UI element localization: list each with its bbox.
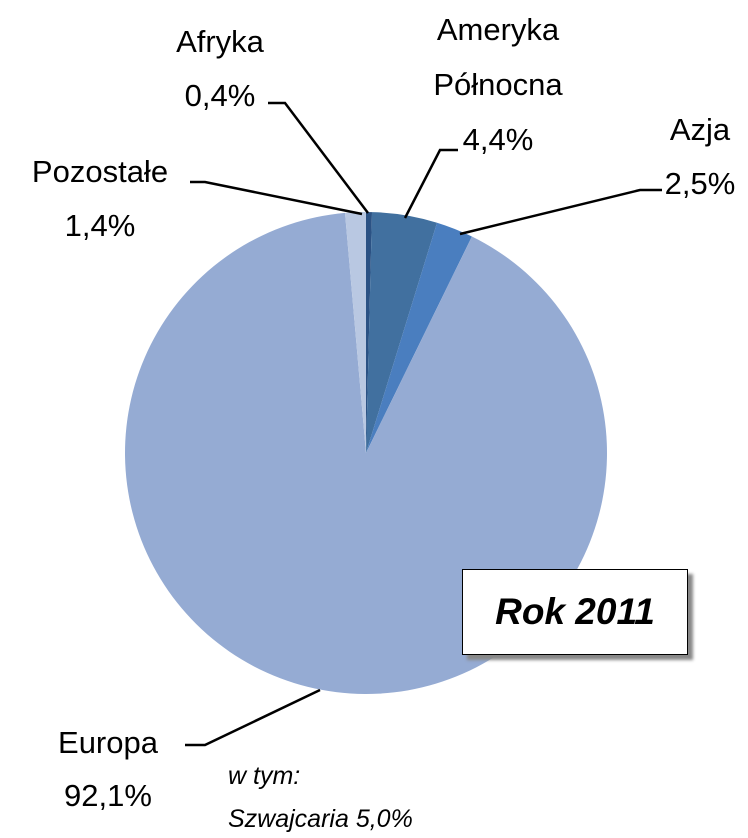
pie-slice — [344, 212, 366, 453]
value-label: 0,4% — [184, 78, 256, 113]
note: w tym: — [228, 762, 301, 790]
value-label: 4,4% — [462, 122, 534, 157]
slice-label: Pozostałe — [31, 154, 169, 189]
value-label: 92,1% — [64, 778, 152, 813]
pie-slice — [366, 222, 472, 453]
slice-label: Azja — [669, 112, 731, 147]
slice-label: Afryka — [176, 24, 264, 59]
leader-line — [403, 148, 458, 219]
pie-slice — [366, 212, 373, 453]
leader-line — [185, 688, 321, 747]
note: Szwajcaria 5,0% — [228, 805, 413, 833]
slice-label: Ameryka Północna — [433, 12, 563, 102]
value-label: 2,5% — [664, 166, 736, 201]
year-box: Rok 2011 — [462, 569, 688, 655]
leader-line — [190, 180, 363, 216]
slice-label: Europa — [58, 725, 158, 760]
leader-line — [268, 101, 369, 214]
leader-line — [459, 188, 662, 236]
value-label: 1,4% — [64, 208, 136, 243]
pie-slice — [366, 212, 438, 453]
